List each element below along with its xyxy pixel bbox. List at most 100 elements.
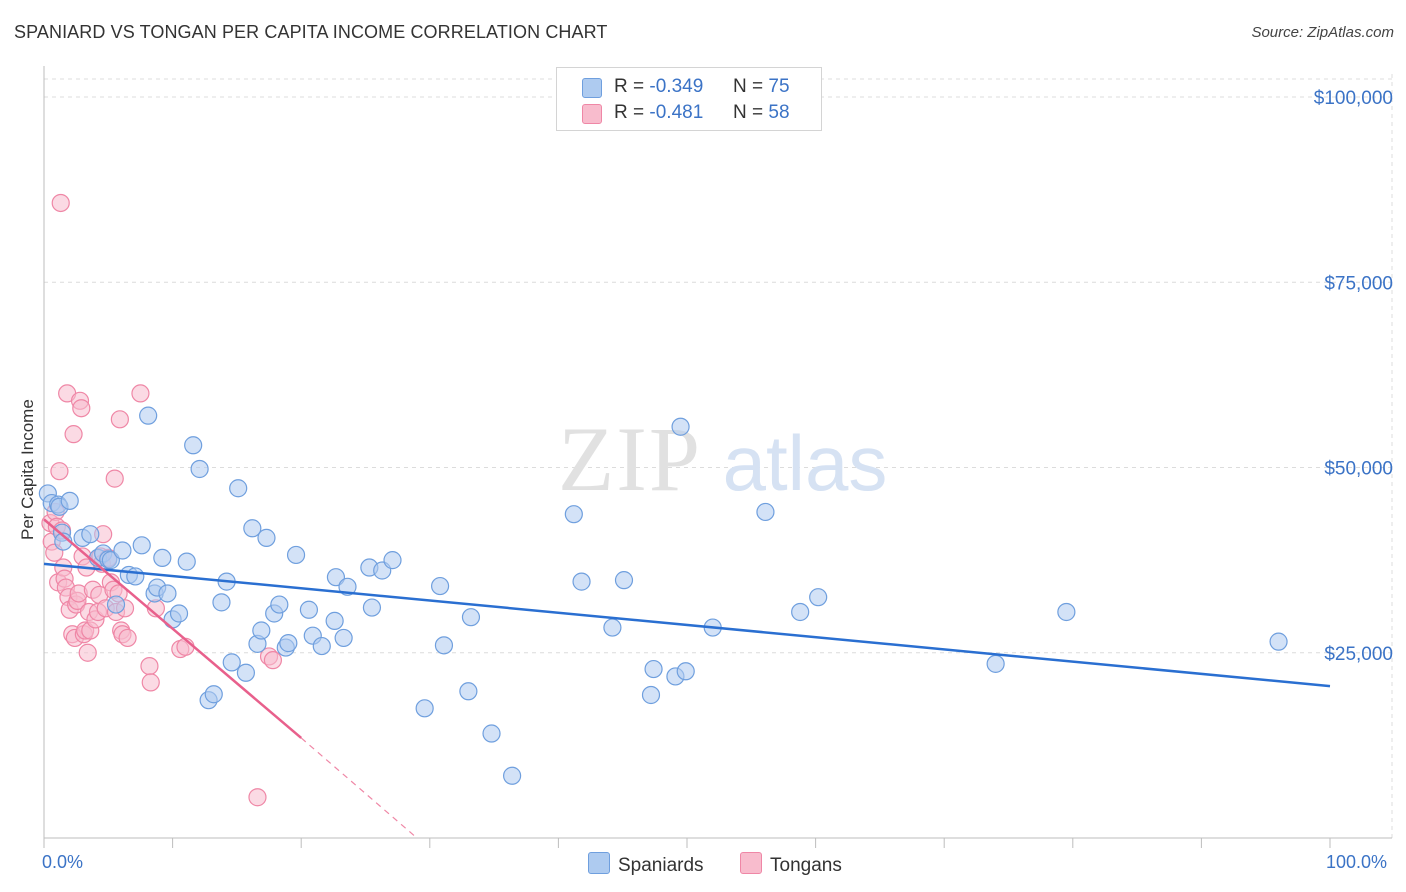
legend-swatch-spaniards <box>588 852 610 874</box>
y-tick-labels: $25,000 $50,000 $75,000 $100,000 <box>1314 88 1393 665</box>
legend-label-tongans: Tongans <box>770 855 842 876</box>
spaniard-point <box>126 567 145 586</box>
spaniard-point <box>169 604 189 623</box>
legend-n-value: 75 <box>768 76 790 97</box>
y-tick-label: $50,000 <box>1324 459 1393 480</box>
spaniard-point <box>1269 632 1288 651</box>
spaniard-point <box>184 436 203 455</box>
grid-layer <box>44 74 1393 838</box>
spaniard-point <box>222 653 241 672</box>
spaniard-point <box>286 545 306 565</box>
source-label: Source: ZipAtlas.com <box>1251 24 1394 41</box>
spaniard-point <box>676 662 695 681</box>
spaniard-point <box>113 541 132 560</box>
tongan-point <box>140 656 159 676</box>
points-layer <box>38 193 1288 807</box>
tongans-trend-line <box>43 518 303 739</box>
tongan-point <box>131 384 150 403</box>
legend-item-tongans[interactable]: Tongans <box>740 852 842 877</box>
spaniard-point <box>572 572 591 591</box>
legend-swatch-tongans <box>582 104 602 124</box>
spaniard-point <box>312 636 331 656</box>
spaniard-point <box>325 611 344 630</box>
tongan-point <box>105 469 124 488</box>
tongan-point <box>263 651 283 670</box>
spaniard-point <box>461 608 481 627</box>
legend-r-label: R = <box>614 76 645 97</box>
y-tick-label: $75,000 <box>1324 273 1393 294</box>
legend-n-value: 58 <box>768 102 790 123</box>
svg-text:atlas: atlas <box>723 419 888 507</box>
spaniard-point <box>362 598 382 617</box>
legend-swatch-tongans <box>740 852 762 874</box>
legend-r-label: R = <box>614 102 645 123</box>
spaniard-point <box>158 584 177 603</box>
spaniard-point <box>503 766 522 785</box>
spaniard-point <box>236 663 256 682</box>
legend-item-spaniards[interactable]: Spaniards <box>588 852 704 877</box>
x-tick-label-max: 100.0% <box>1326 852 1388 872</box>
spaniard-point <box>641 685 661 705</box>
spaniard-point <box>809 588 828 607</box>
spaniard-point <box>434 636 454 655</box>
spaniard-point <box>190 459 209 479</box>
spaniard-point <box>212 593 231 612</box>
tongan-point <box>72 399 91 418</box>
spaniard-point <box>459 682 478 701</box>
spaniard-point <box>334 628 353 648</box>
trend-lines-layer <box>43 518 1331 839</box>
legend-n-label: N = <box>733 102 764 123</box>
legend-label-spaniards: Spaniards <box>618 855 704 876</box>
tongan-point <box>248 788 267 807</box>
spaniard-point <box>756 502 775 522</box>
spaniard-point <box>603 618 622 637</box>
tongan-point <box>110 410 129 429</box>
spaniard-point <box>430 576 450 596</box>
spaniard-point <box>270 595 289 614</box>
spaniard-point <box>229 479 248 498</box>
spaniard-point <box>671 417 690 436</box>
tongan-point <box>64 425 83 444</box>
spaniard-point <box>243 519 262 538</box>
watermark: ZIP atlas <box>558 408 887 510</box>
spaniard-point <box>644 659 663 679</box>
spaniard-point <box>257 528 276 547</box>
spaniard-point <box>153 548 172 568</box>
spaniard-point <box>139 406 158 425</box>
spaniard-point <box>1057 602 1076 622</box>
spaniard-point <box>279 634 298 653</box>
spaniard-point <box>564 505 583 524</box>
spaniard-point <box>252 621 271 640</box>
axes-layer <box>43 66 1392 848</box>
y-tick-label: $25,000 <box>1324 644 1393 665</box>
spaniard-point <box>482 724 501 743</box>
spaniard-point <box>60 491 79 510</box>
spaniard-point <box>986 654 1005 673</box>
tongan-point <box>118 628 137 648</box>
legend-swatch-spaniards <box>582 78 602 98</box>
tongan-point <box>78 643 97 662</box>
spaniards-trend-line <box>43 562 1331 688</box>
y-tick-label: $100,000 <box>1314 88 1393 109</box>
spaniard-point <box>204 685 223 704</box>
spaniard-point <box>415 699 434 718</box>
legend-r-value: -0.349 <box>649 76 704 97</box>
correlation-legend: R = -0.349 N = 75 R = -0.481 N = 58 <box>556 67 822 131</box>
spaniard-point <box>132 536 151 555</box>
spaniard-point <box>106 595 126 614</box>
tongans-trend-extension <box>300 737 418 839</box>
chart-title: SPANIARD VS TONGAN PER CAPITA INCOME COR… <box>14 22 608 42</box>
spaniard-point <box>177 552 196 571</box>
legend-n-label: N = <box>733 76 764 97</box>
x-tick-label-min: 0.0% <box>42 852 84 872</box>
spaniard-point <box>614 571 634 590</box>
spaniard-point <box>299 600 319 619</box>
tongan-point <box>50 462 69 481</box>
spaniard-point <box>791 602 810 622</box>
tongan-point <box>141 673 160 692</box>
spaniard-point <box>81 525 100 544</box>
spaniard-point <box>383 551 402 570</box>
legend-r-value: -0.481 <box>649 102 704 123</box>
tongan-point <box>51 193 70 213</box>
